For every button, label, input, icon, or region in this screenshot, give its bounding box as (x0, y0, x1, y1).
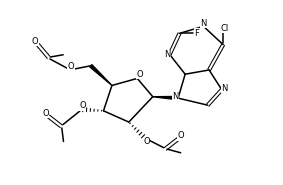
Text: O: O (178, 131, 184, 140)
Text: N: N (172, 92, 179, 101)
Text: N: N (221, 84, 228, 93)
Text: F: F (194, 29, 200, 38)
Polygon shape (90, 65, 112, 85)
Text: N: N (164, 50, 171, 59)
Text: O: O (68, 62, 74, 71)
Text: O: O (32, 37, 38, 46)
Text: N: N (200, 19, 207, 28)
Text: O: O (79, 101, 86, 110)
Text: O: O (143, 137, 150, 146)
Text: O: O (136, 70, 143, 79)
Polygon shape (153, 96, 178, 100)
Text: Cl: Cl (220, 23, 229, 33)
Text: O: O (42, 109, 49, 117)
